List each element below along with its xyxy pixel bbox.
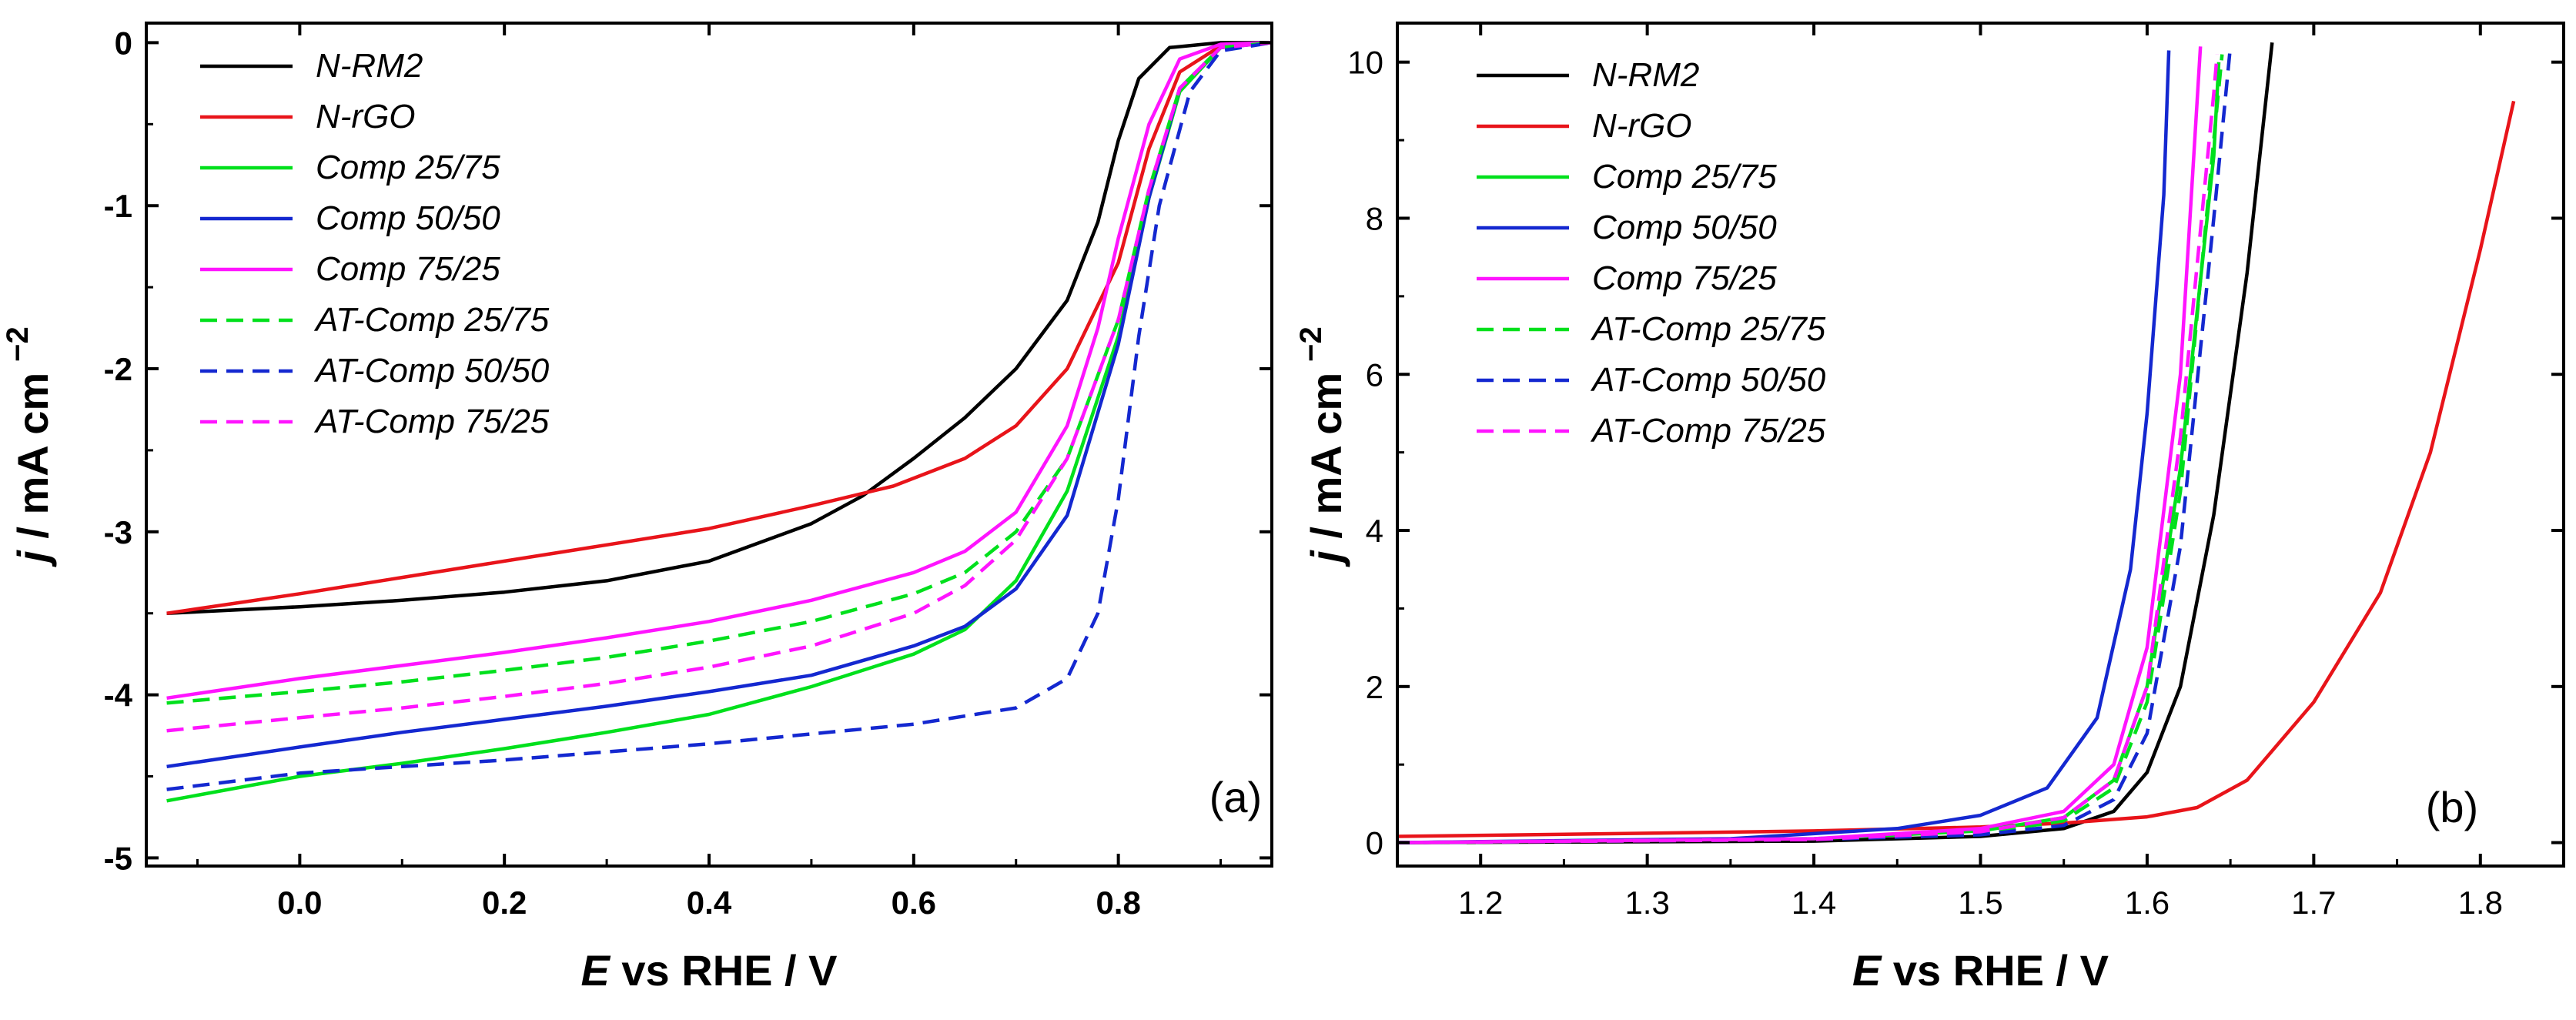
x-tick-label: 1.4 [1791, 885, 1836, 921]
series-line-comp-75-25 [1397, 46, 2203, 844]
legend-item: AT-Comp 25/75 [1477, 310, 1826, 348]
legend-label: Comp 50/50 [1592, 209, 1777, 246]
y-tick-label: -2 [104, 351, 132, 387]
y-tick-label: -5 [104, 840, 132, 876]
series-line-at-comp-75-25 [1397, 54, 2220, 844]
y-tick-label: 2 [1366, 669, 1383, 705]
legend-item: N-RM2 [1477, 56, 1699, 94]
legend-item: AT-Comp 50/50 [200, 352, 550, 390]
y-tick-label: 0 [115, 25, 132, 61]
x-tick-label: 1.2 [1458, 885, 1503, 921]
series-line-comp-25-75 [1397, 62, 2221, 844]
legend-item: N-rGO [1477, 107, 1692, 145]
legend-label: N-RM2 [316, 47, 423, 85]
panel-a: 0.0 0.2 0.4 0.6 0.8 0 -1 -2 -3 -4 -5 E vs RHE / V j … [1, 22, 1273, 995]
x-tick-label: 1.8 [2458, 885, 2503, 921]
legend-item: AT-Comp 25/75 [200, 301, 550, 339]
y-tick-label: 8 [1366, 200, 1383, 236]
series-group [1397, 42, 2516, 844]
legend-item: AT-Comp 50/50 [1477, 361, 1826, 399]
x-tick-label: 1.6 [2125, 885, 2170, 921]
x-tick-label: 0.4 [687, 885, 732, 921]
legend-label: N-RM2 [1592, 56, 1699, 94]
panel-label: (a) [1209, 773, 1262, 821]
y-tick-label: 10 [1347, 45, 1383, 81]
legend-item: Comp 50/50 [200, 199, 500, 237]
panel-label: (b) [2426, 783, 2478, 831]
x-axis-title: E vs RHE / V [580, 946, 837, 995]
legend-label: AT-Comp 50/50 [1590, 361, 1826, 399]
legend-label: Comp 25/75 [1592, 158, 1777, 196]
x-tick-label: 0.6 [892, 885, 936, 921]
y-tick-label: 4 [1366, 513, 1383, 549]
legend-item: Comp 75/25 [200, 250, 500, 288]
legend-label: AT-Comp 25/75 [1590, 310, 1826, 348]
y-axis-title: j / mA cm−2 [1, 326, 57, 568]
y-tick-label: 0 [1366, 825, 1383, 861]
series-line-at-comp-50-50 [166, 41, 1272, 791]
x-tick-label: 1.5 [1958, 885, 2002, 921]
legend: N-RM2 N-rGO Comp 25/75 Comp 50/50 Comp 75/25… [200, 47, 550, 440]
legend-label: Comp 75/25 [316, 250, 500, 288]
x-tick-label: 0.8 [1096, 885, 1140, 921]
y-axis-title: j / mA cm−2 [1294, 326, 1350, 568]
x-tick-label: 1.3 [1624, 885, 1669, 921]
legend-item: Comp 25/75 [1477, 158, 1777, 196]
legend-label: Comp 75/25 [1592, 259, 1777, 297]
series-line-n-rm2 [166, 41, 1272, 615]
panel-b: 1.2 1.3 1.4 1.5 1.6 1.7 1.8 0 2 4 6 8 10 E vs RHE / V… [1294, 22, 2565, 995]
legend-item: Comp 25/75 [200, 149, 500, 186]
legend-label: AT-Comp 75/25 [313, 403, 550, 440]
legend-item: N-rGO [200, 98, 416, 135]
legend-item: AT-Comp 75/25 [1477, 412, 1826, 450]
legend-label: Comp 50/50 [316, 199, 500, 237]
series-line-at-comp-75-25 [166, 41, 1272, 733]
legend-item: Comp 50/50 [1477, 209, 1777, 246]
legend-item: AT-Comp 75/25 [200, 403, 550, 440]
y-tick-label: -1 [104, 188, 132, 224]
x-tick-label: 0.0 [277, 885, 322, 921]
series-line-comp-50-50 [1397, 50, 2171, 844]
legend-label: N-rGO [316, 98, 416, 135]
series-line-n-rgo [1397, 100, 2516, 838]
legend-item: Comp 75/25 [1477, 259, 1777, 297]
legend-item: N-RM2 [200, 47, 423, 85]
series-line-n-rgo [166, 41, 1272, 615]
legend-label: Comp 25/75 [316, 149, 500, 186]
y-tick-label: -3 [104, 514, 132, 550]
series-line-comp-75-25 [166, 41, 1272, 701]
plot-frame [1396, 22, 2565, 868]
legend-label: AT-Comp 75/25 [1590, 412, 1826, 450]
y-tick-label: -4 [104, 677, 133, 714]
legend-label: N-rGO [1592, 107, 1692, 145]
x-axis-title: E vs RHE / V [1852, 946, 2109, 995]
legend-label: AT-Comp 50/50 [313, 352, 550, 390]
legend-label: AT-Comp 25/75 [313, 301, 550, 339]
x-tick-label: 0.2 [482, 885, 527, 921]
x-tick-label: 1.7 [2291, 885, 2336, 921]
y-tick-label: 6 [1366, 356, 1383, 393]
legend: N-RM2 N-rGO Comp 25/75 Comp 50/50 Comp 75/25… [1477, 56, 1826, 450]
series-group [166, 41, 1272, 803]
